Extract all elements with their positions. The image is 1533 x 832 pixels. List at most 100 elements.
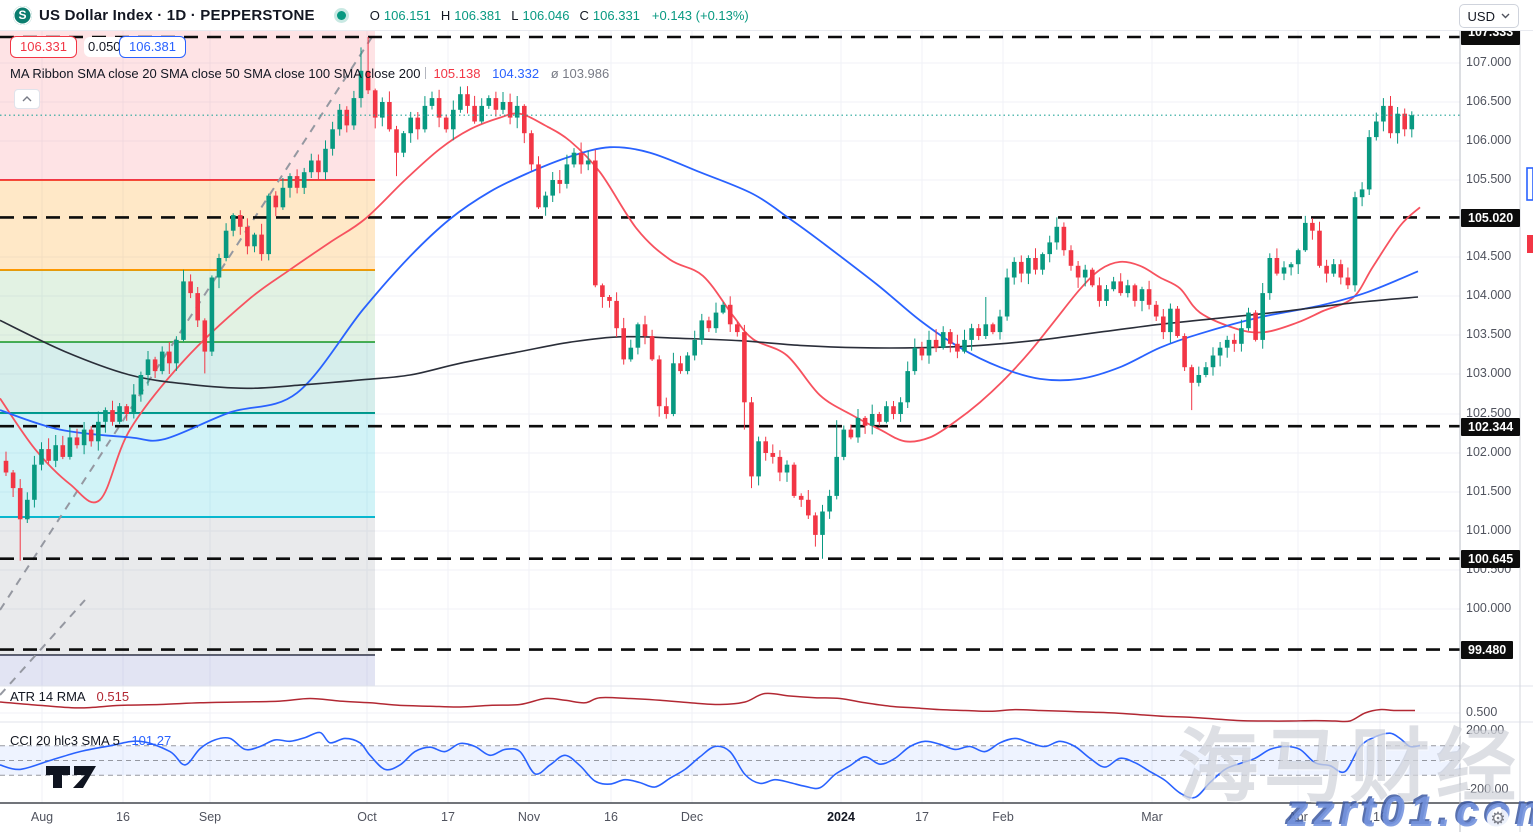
candle-body — [443, 117, 449, 130]
price-tick-label: 107.000 — [1466, 55, 1512, 69]
candle-body — [628, 347, 634, 360]
candle-body — [1182, 336, 1187, 368]
candle-body — [933, 339, 939, 348]
key-level-price-label: 99.480 — [1461, 641, 1514, 659]
candle-body — [671, 363, 676, 414]
target-price-label[interactable]: 106.381 — [119, 36, 186, 58]
candle-body — [167, 351, 172, 364]
candle-body — [940, 332, 946, 348]
divider — [425, 67, 427, 79]
candle-body — [1125, 285, 1131, 294]
candle-body — [330, 129, 335, 149]
candle-body — [74, 437, 80, 446]
candle-body — [81, 429, 87, 446]
candle-body — [316, 160, 321, 173]
candle-body — [1054, 226, 1060, 243]
candle-body — [1295, 250, 1301, 265]
candle-body — [1253, 312, 1258, 340]
price-tick-label: 102.000 — [1466, 445, 1512, 459]
ma-ribbon-value-20: 105.138 — [433, 66, 481, 81]
candle-body — [550, 180, 555, 196]
candle-body — [1075, 265, 1081, 278]
candle-body — [877, 414, 882, 422]
candle-body — [365, 70, 371, 91]
candle-body — [159, 351, 165, 372]
candle-body — [188, 281, 193, 294]
time-tick-label: 16 — [604, 810, 618, 824]
currency-label: USD — [1467, 8, 1495, 24]
candle-body — [1111, 281, 1116, 290]
candle-body — [1359, 189, 1365, 198]
price-tick-label: 104.500 — [1466, 249, 1512, 263]
candle-body — [564, 164, 570, 184]
cci-status-line[interactable]: CCI 20 hlc3 SMA 5 101.27 — [10, 733, 171, 748]
candle-body — [500, 102, 506, 110]
tradingview-logo[interactable] — [44, 764, 124, 795]
candle-body — [855, 417, 861, 438]
candle-body — [1175, 308, 1180, 336]
candle-body — [124, 406, 129, 414]
candle-body — [507, 102, 513, 118]
entry-price-label[interactable]: 106.331 — [10, 36, 77, 58]
sma-50-line — [0, 146, 1419, 442]
candle-body — [380, 102, 385, 118]
atr-title: ATR 14 RMA — [10, 689, 85, 704]
close-value: 106.331 — [592, 7, 640, 23]
candle-body — [230, 215, 236, 231]
tradingview-logo-icon — [46, 766, 96, 788]
candle-body — [32, 464, 37, 500]
price-tick-label: 106.500 — [1466, 94, 1512, 108]
candle-body — [713, 312, 719, 329]
candle-body — [1019, 261, 1024, 274]
ma-ribbon-status-line[interactable]: MA Ribbon SMA close 20 SMA close 50 SMA … — [10, 66, 609, 81]
candle-body — [685, 355, 690, 372]
candle-body — [401, 133, 406, 153]
candle-body — [898, 402, 903, 414]
candle-body — [848, 429, 854, 438]
candle-body — [67, 437, 73, 457]
candle-body — [585, 160, 591, 165]
candle-body — [1033, 258, 1038, 270]
settings-gear-icon[interactable]: ⚙ — [1487, 808, 1509, 830]
candle-body — [1388, 105, 1393, 134]
candle-body — [820, 511, 825, 535]
candle-body — [990, 324, 996, 333]
candle-body — [997, 316, 1003, 333]
candle-body — [1317, 230, 1322, 266]
low-value: 106.046 — [522, 7, 570, 23]
candle-body — [1068, 250, 1074, 266]
symbol-logo-icon[interactable]: S — [13, 5, 32, 25]
atr-value: 0.515 — [96, 689, 130, 704]
candle-body — [1366, 137, 1372, 190]
candle-body — [841, 429, 847, 457]
market-open-dot-icon — [336, 10, 346, 20]
price-tick-label: 101.500 — [1466, 484, 1512, 498]
candle-body — [735, 324, 740, 333]
time-tick-label: Aug — [30, 810, 54, 824]
candle-body — [1310, 222, 1315, 231]
candle-body — [514, 105, 520, 118]
price-tick-label: 104.000 — [1466, 288, 1512, 302]
currency-dropdown[interactable]: USD — [1458, 4, 1519, 28]
candle-body — [522, 105, 527, 134]
candle-body — [813, 515, 818, 535]
collapse-indicators-button[interactable] — [14, 89, 40, 109]
candle-body — [493, 98, 499, 110]
chevron-up-icon — [22, 96, 32, 102]
ma-ribbon-title: MA Ribbon SMA close 20 SMA close 50 SMA … — [10, 66, 421, 81]
candle-body — [891, 406, 896, 414]
time-tick-label: 16 — [1373, 810, 1387, 824]
candle-body — [1331, 264, 1336, 274]
candle-body — [1011, 261, 1017, 278]
candle-body — [216, 258, 222, 278]
clipped-label-red — [1527, 235, 1533, 253]
candle-body — [1274, 258, 1280, 274]
cci-tick-label: 200.00 — [1466, 723, 1505, 737]
candle-body — [948, 332, 953, 344]
candle-body — [621, 328, 626, 360]
candle-body — [1402, 113, 1407, 130]
atr-status-line[interactable]: ATR 14 RMA 0.515 — [10, 689, 129, 704]
symbol-title[interactable]: US Dollar Index · 1D · PEPPERSTONE — [39, 6, 315, 24]
candle-body — [678, 363, 683, 372]
